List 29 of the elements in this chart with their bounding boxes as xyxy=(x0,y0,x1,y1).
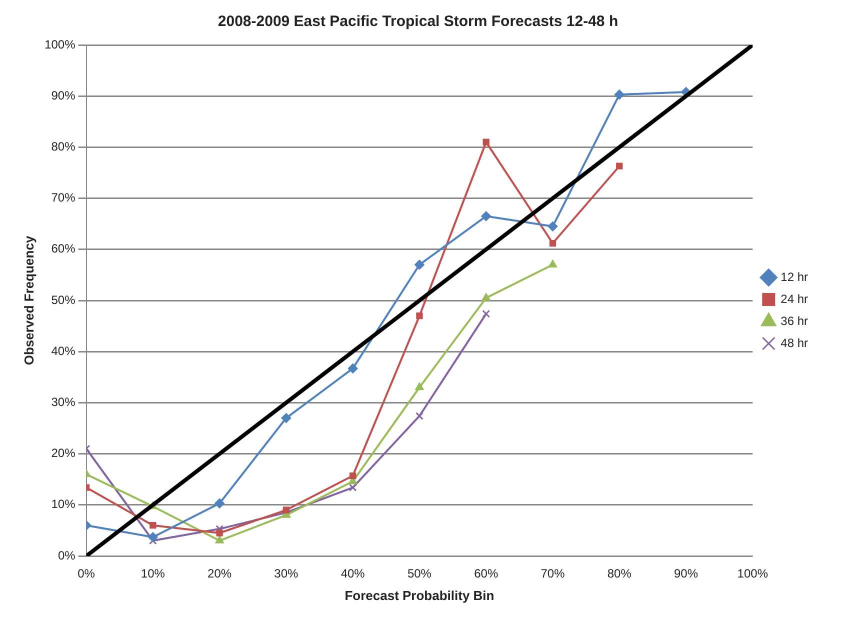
y-tick-label: 70% xyxy=(51,190,76,205)
legend-label: 36 hr xyxy=(780,314,808,328)
x-tick-label: 20% xyxy=(208,566,232,581)
legend-label: 12 hr xyxy=(780,270,808,284)
legend-label: 24 hr xyxy=(780,292,808,306)
y-tick-label: 100% xyxy=(44,37,76,52)
x-tick-label: 30% xyxy=(274,566,299,581)
y-tick-label: 40% xyxy=(51,344,76,358)
x-tick-label: 50% xyxy=(407,566,432,581)
y-tick-label: 50% xyxy=(51,292,76,307)
y-tick-label: 80% xyxy=(51,140,76,154)
y-tick-label: 20% xyxy=(51,446,76,460)
y-tick-label: 60% xyxy=(51,242,76,256)
legend-label: 48 hr xyxy=(780,336,808,350)
y-tick-label: 10% xyxy=(51,497,76,512)
chart-title: 2008-2009 East Pacific Tropical Storm Forecasts 12-48 h xyxy=(218,13,618,30)
x-tick-label: 90% xyxy=(674,566,698,581)
x-tick-label: 100% xyxy=(737,566,768,581)
x-tick-label: 10% xyxy=(140,566,166,581)
x-tick-label: 60% xyxy=(474,566,498,581)
x-tick-label: 80% xyxy=(607,566,632,581)
y-tick-label: 90% xyxy=(51,88,76,102)
y-tick-label: 0% xyxy=(58,548,76,562)
x-tick-label: 0% xyxy=(78,566,96,581)
y-axis-title: Observed Frequency xyxy=(21,235,36,366)
x-tick-label: 70% xyxy=(540,566,566,581)
y-tick-label: 30% xyxy=(51,395,76,410)
x-axis-title: Forecast Probability Bin xyxy=(344,588,494,603)
x-tick-label: 40% xyxy=(340,566,366,581)
